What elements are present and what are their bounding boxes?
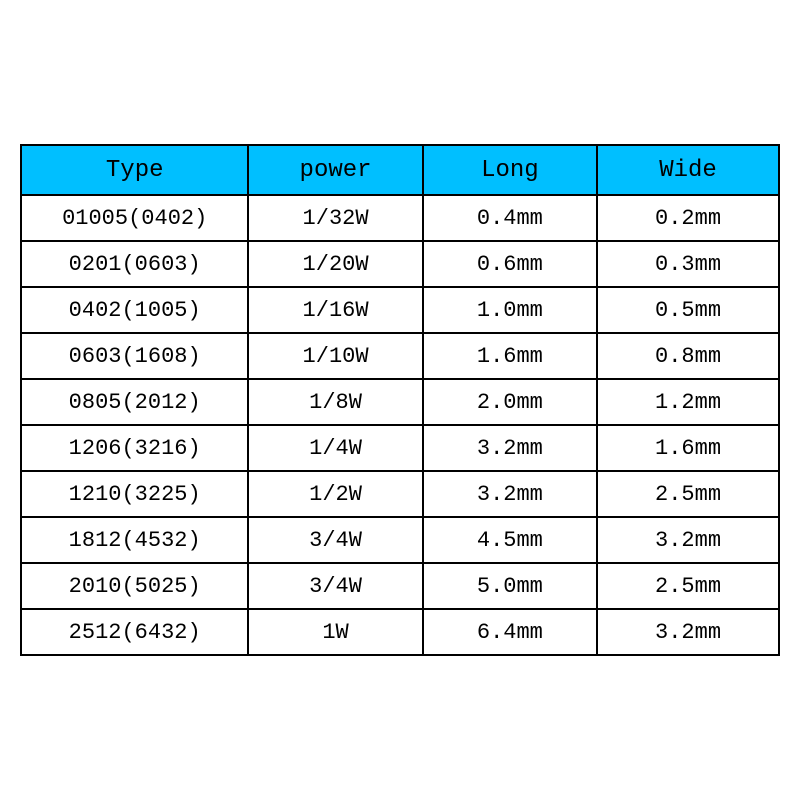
table-row: 0201(0603) 1/20W 0.6mm 0.3mm	[21, 241, 779, 287]
col-header-long: Long	[423, 145, 597, 195]
cell-wide: 1.6mm	[597, 425, 779, 471]
cell-power: 1/4W	[248, 425, 422, 471]
cell-long: 3.2mm	[423, 471, 597, 517]
cell-wide: 0.5mm	[597, 287, 779, 333]
table-row: 2512(6432) 1W 6.4mm 3.2mm	[21, 609, 779, 655]
cell-power: 1/2W	[248, 471, 422, 517]
table-row: 1206(3216) 1/4W 3.2mm 1.6mm	[21, 425, 779, 471]
table-header-row: Type power Long Wide	[21, 145, 779, 195]
cell-long: 1.0mm	[423, 287, 597, 333]
cell-long: 1.6mm	[423, 333, 597, 379]
cell-wide: 2.5mm	[597, 471, 779, 517]
cell-wide: 3.2mm	[597, 517, 779, 563]
cell-type: 0201(0603)	[21, 241, 248, 287]
cell-power: 1/8W	[248, 379, 422, 425]
cell-long: 2.0mm	[423, 379, 597, 425]
cell-type: 2512(6432)	[21, 609, 248, 655]
table-row: 1210(3225) 1/2W 3.2mm 2.5mm	[21, 471, 779, 517]
cell-wide: 1.2mm	[597, 379, 779, 425]
col-header-power: power	[248, 145, 422, 195]
cell-type: 1210(3225)	[21, 471, 248, 517]
cell-type: 0603(1608)	[21, 333, 248, 379]
cell-power: 1/32W	[248, 195, 422, 241]
cell-wide: 0.8mm	[597, 333, 779, 379]
cell-type: 0805(2012)	[21, 379, 248, 425]
table-row: 01005(0402) 1/32W 0.4mm 0.2mm	[21, 195, 779, 241]
table-row: 0603(1608) 1/10W 1.6mm 0.8mm	[21, 333, 779, 379]
cell-power: 3/4W	[248, 563, 422, 609]
cell-wide: 2.5mm	[597, 563, 779, 609]
cell-long: 4.5mm	[423, 517, 597, 563]
cell-type: 2010(5025)	[21, 563, 248, 609]
cell-long: 3.2mm	[423, 425, 597, 471]
cell-power: 1/20W	[248, 241, 422, 287]
resistor-spec-table-container: Type power Long Wide 01005(0402) 1/32W 0…	[20, 144, 780, 656]
cell-type: 01005(0402)	[21, 195, 248, 241]
resistor-spec-table: Type power Long Wide 01005(0402) 1/32W 0…	[20, 144, 780, 656]
cell-power: 1W	[248, 609, 422, 655]
cell-type: 0402(1005)	[21, 287, 248, 333]
cell-type: 1812(4532)	[21, 517, 248, 563]
cell-power: 3/4W	[248, 517, 422, 563]
col-header-type: Type	[21, 145, 248, 195]
cell-wide: 3.2mm	[597, 609, 779, 655]
table-row: 1812(4532) 3/4W 4.5mm 3.2mm	[21, 517, 779, 563]
cell-wide: 0.2mm	[597, 195, 779, 241]
cell-power: 1/16W	[248, 287, 422, 333]
cell-wide: 0.3mm	[597, 241, 779, 287]
col-header-wide: Wide	[597, 145, 779, 195]
table-body: 01005(0402) 1/32W 0.4mm 0.2mm 0201(0603)…	[21, 195, 779, 655]
cell-type: 1206(3216)	[21, 425, 248, 471]
cell-long: 0.4mm	[423, 195, 597, 241]
cell-long: 6.4mm	[423, 609, 597, 655]
table-row: 2010(5025) 3/4W 5.0mm 2.5mm	[21, 563, 779, 609]
table-header: Type power Long Wide	[21, 145, 779, 195]
cell-power: 1/10W	[248, 333, 422, 379]
table-row: 0805(2012) 1/8W 2.0mm 1.2mm	[21, 379, 779, 425]
cell-long: 5.0mm	[423, 563, 597, 609]
table-row: 0402(1005) 1/16W 1.0mm 0.5mm	[21, 287, 779, 333]
cell-long: 0.6mm	[423, 241, 597, 287]
